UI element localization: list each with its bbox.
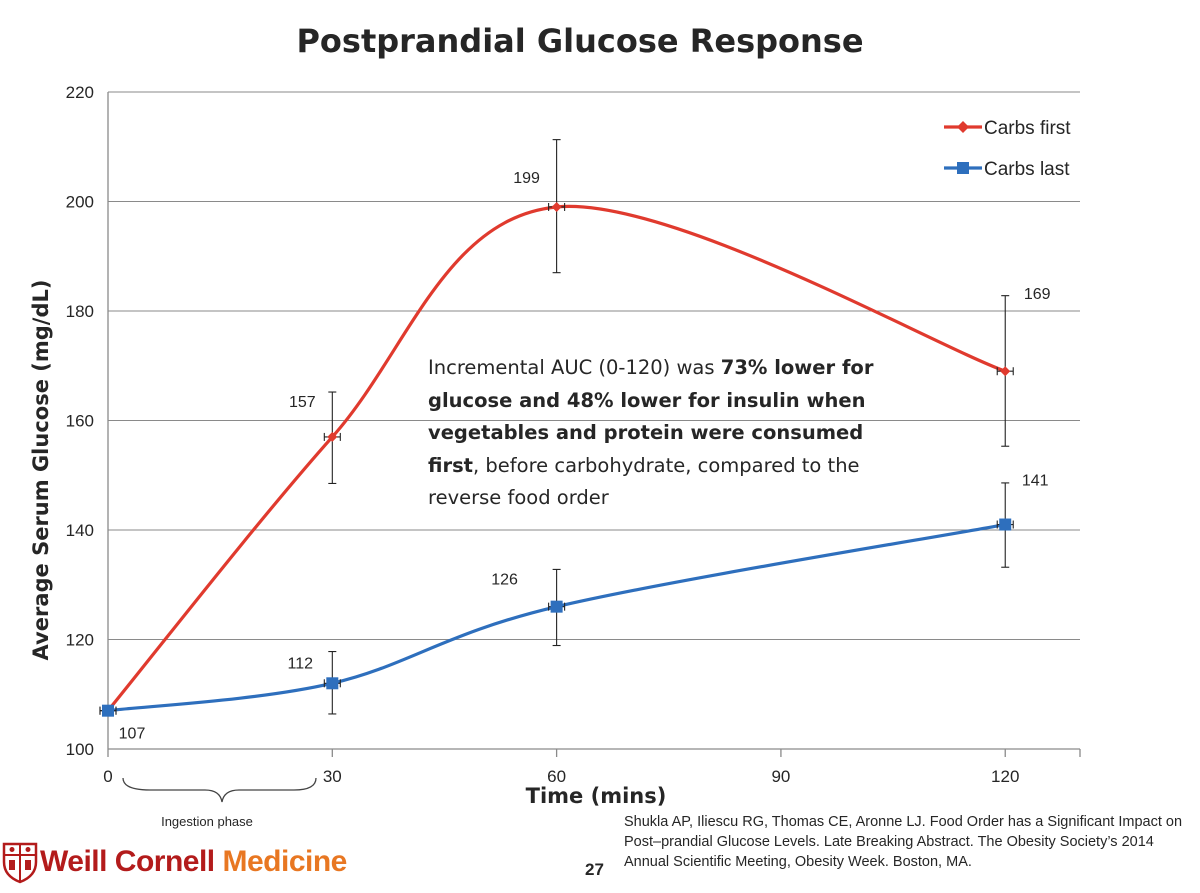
legend-carbs-first-marker xyxy=(957,121,969,133)
grid xyxy=(108,91,1080,640)
y-tick-120: 120 xyxy=(66,631,94,650)
x-tick-30: 30 xyxy=(323,767,342,786)
annotation-segment-1: 73% lower for glucose and 48% lower for … xyxy=(428,356,874,477)
tick-labels: 100 120 140 160 180 200 220 0 30 60 90 120 xyxy=(66,83,1020,786)
legend: Carbs first Carbs last xyxy=(944,118,1071,180)
y-tick-200: 200 xyxy=(66,193,94,212)
y-tick-100: 100 xyxy=(66,740,94,759)
carbs-first-point-120 xyxy=(1000,366,1011,377)
crest-icon xyxy=(2,842,38,884)
chart-title: Postprandial Glucose Response xyxy=(296,22,863,60)
carbs-last-line xyxy=(107,522,1006,713)
carbs-last-label-60: 126 xyxy=(491,572,518,589)
axes xyxy=(107,92,1081,757)
legend-carbs-first-text: Carbs first xyxy=(984,118,1071,139)
series-layer: 157 199 169 107 112 126 141 xyxy=(99,139,1051,743)
legend-carbs-last-text: Carbs last xyxy=(984,159,1070,180)
carbs-last-point-60 xyxy=(550,600,563,613)
carbs-last-label-0: 107 xyxy=(119,726,146,743)
carbs-first-point-30 xyxy=(327,431,338,442)
carbs-first-point-60 xyxy=(551,201,562,212)
carbs-last-point-30 xyxy=(326,677,339,690)
x-tick-90: 90 xyxy=(771,767,790,786)
y-tick-220: 220 xyxy=(66,83,94,102)
carbs-first-label-60: 199 xyxy=(513,170,540,187)
carbs-first-line xyxy=(106,204,1006,712)
weill-cornell-logo: Weill Cornell Medicine xyxy=(0,838,347,886)
carbs-last-label-30: 112 xyxy=(288,655,314,672)
y-tick-180: 180 xyxy=(66,302,94,321)
x-tick-0: 0 xyxy=(103,767,112,786)
carbs-first-label-120: 169 xyxy=(1024,286,1051,303)
x-axis-label: Time (mins) xyxy=(526,784,667,808)
auc-annotation: Incremental AUC (0-120) was 73% lower fo… xyxy=(428,352,898,515)
logo-text-medicine: Medicine xyxy=(222,845,347,878)
page-number: 27 xyxy=(585,860,604,879)
legend-carbs-last-marker xyxy=(957,162,969,174)
x-tick-120: 120 xyxy=(991,767,1019,786)
carbs-last-point-120 xyxy=(999,518,1012,531)
carbs-last-label-120: 141 xyxy=(1022,473,1049,490)
annotation-segment-2: , before carbohydrate, compared to the r… xyxy=(428,453,860,510)
brace-shape xyxy=(122,777,317,803)
ingestion-phase-label: Ingestion phase xyxy=(161,814,253,829)
carbs-first-label-30: 157 xyxy=(289,394,316,411)
carbs-last-point-0 xyxy=(102,704,114,717)
x-tick-60: 60 xyxy=(547,767,566,786)
y-axis-label: Average Serum Glucose (mg/dL) xyxy=(29,280,53,661)
y-tick-160: 160 xyxy=(66,412,94,431)
annotation-segment-0: Incremental AUC (0-120) was xyxy=(428,356,721,379)
y-tick-140: 140 xyxy=(66,521,94,540)
logo-text: Weill Cornell Medicine xyxy=(40,845,347,879)
logo-text-weill-cornell: Weill Cornell xyxy=(40,845,223,878)
citation: Shukla AP, Iliescu RG, Thomas CE, Aronne… xyxy=(624,814,1183,870)
ingestion-phase-brace xyxy=(122,777,317,803)
